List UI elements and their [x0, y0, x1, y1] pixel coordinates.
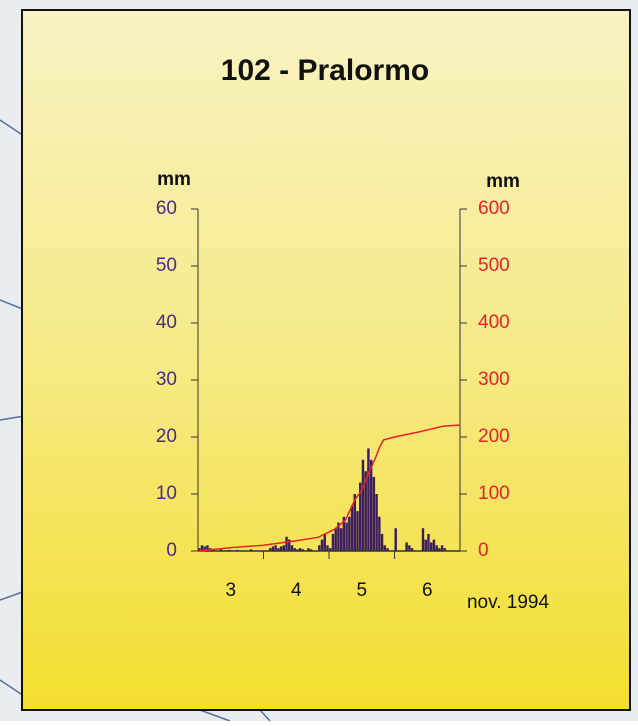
- y2-tick-label: 500: [478, 255, 510, 276]
- bar: [323, 533, 326, 551]
- bar: [348, 516, 351, 551]
- y2-tick-label: 300: [478, 369, 510, 390]
- x-tick-label: 4: [291, 580, 302, 601]
- y-tick-label: 0: [166, 540, 177, 561]
- bar: [309, 549, 313, 551]
- bar: [277, 548, 280, 551]
- cumulative-line: [197, 424, 461, 552]
- bar: [339, 528, 343, 551]
- bar: [429, 542, 433, 551]
- bar: [427, 533, 430, 551]
- bar: [200, 545, 204, 551]
- bar: [435, 545, 438, 551]
- bar: [271, 546, 275, 551]
- chart-title: 102 - Pralormo: [221, 54, 429, 87]
- y2-tick-label: 400: [478, 312, 510, 333]
- bar: [298, 548, 302, 551]
- bar: [369, 459, 373, 551]
- bar: [331, 533, 335, 551]
- bar: [424, 539, 427, 551]
- bar: [274, 545, 277, 551]
- bar: [378, 516, 381, 551]
- bar: [282, 545, 286, 551]
- bar: [380, 533, 384, 551]
- bar: [337, 522, 340, 551]
- panel: [21, 9, 631, 711]
- bar: [293, 548, 296, 551]
- bar: [438, 548, 441, 551]
- y-tick-label: 30: [156, 369, 177, 390]
- bar: [361, 459, 365, 551]
- bar: [342, 516, 346, 551]
- bar: [318, 545, 321, 551]
- bar: [326, 545, 329, 551]
- x-tick-label: 3: [225, 580, 236, 601]
- y-tick-label: 20: [156, 426, 177, 447]
- bar: [290, 545, 294, 551]
- bar: [386, 548, 389, 551]
- bar: [350, 505, 354, 551]
- bar: [364, 471, 367, 551]
- bar: [320, 539, 324, 551]
- y-axis-label: mm: [157, 169, 191, 190]
- y-tick-label: 60: [156, 198, 177, 219]
- y2-axis-label: mm: [486, 171, 520, 192]
- bar: [345, 522, 348, 551]
- x-axis-label: nov. 1994: [467, 592, 549, 613]
- map-lines: [0, 119, 271, 722]
- y2-tick-label: 0: [478, 540, 489, 561]
- y-tick-label: 40: [156, 312, 177, 333]
- bar: [410, 548, 414, 551]
- bar: [375, 494, 378, 551]
- bar: [268, 548, 272, 551]
- bar: [367, 448, 370, 551]
- bar: [198, 548, 201, 551]
- bar: [356, 511, 359, 551]
- bar: [334, 528, 337, 551]
- bar: [421, 528, 425, 551]
- bar: [249, 549, 253, 551]
- bar: [307, 548, 310, 551]
- bar: [440, 545, 444, 551]
- y2-tick-label: 600: [478, 198, 510, 219]
- bar: [206, 545, 209, 551]
- y-tick-label: 50: [156, 255, 177, 276]
- bar: [383, 545, 387, 551]
- y-tick-label: 10: [156, 483, 177, 504]
- bar: [394, 528, 397, 551]
- bar: [203, 546, 206, 551]
- bar: [301, 549, 305, 551]
- x-tick-label: 6: [422, 580, 433, 601]
- bar: [372, 476, 376, 551]
- y2-tick-label: 100: [478, 483, 510, 504]
- bar: [296, 549, 299, 551]
- x-tick-label: 5: [356, 580, 367, 601]
- bar: [353, 494, 356, 551]
- bar: [432, 539, 436, 551]
- bar: [408, 545, 411, 551]
- bar: [405, 542, 408, 551]
- bar: [359, 482, 362, 551]
- bar: [279, 546, 283, 551]
- bar: [219, 549, 223, 551]
- y2-tick-label: 200: [478, 426, 510, 447]
- bar: [288, 539, 291, 551]
- bar: [285, 536, 288, 551]
- bar: [329, 548, 332, 551]
- bar: [443, 548, 447, 551]
